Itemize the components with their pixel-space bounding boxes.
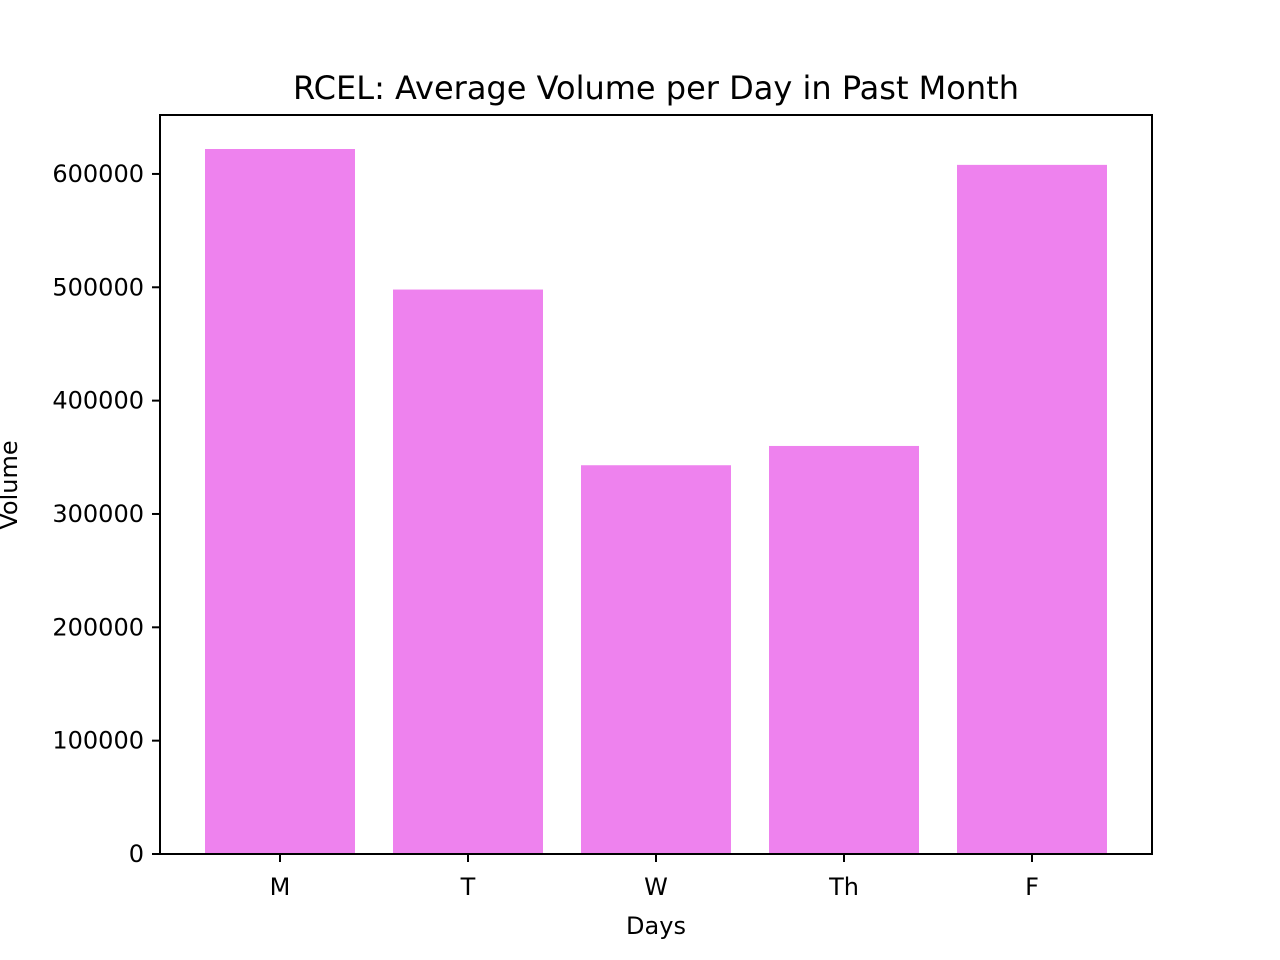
x-axis-label: Days	[626, 912, 686, 940]
bar-th	[769, 445, 919, 854]
y-tick-label: 100000	[52, 727, 144, 755]
y-tick-label: 500000	[52, 273, 144, 301]
x-tick-label: W	[644, 873, 668, 901]
y-tick-label: 0	[129, 840, 144, 868]
x-tick-label: T	[460, 873, 476, 901]
bar-m	[205, 149, 355, 855]
plot-frame	[159, 114, 1153, 855]
y-tick-label: 400000	[52, 387, 144, 415]
x-tick-label: M	[270, 873, 291, 901]
x-axis: M T W Th F	[270, 854, 1039, 901]
y-tick-label: 600000	[52, 160, 144, 188]
y-tick-label: 200000	[52, 613, 144, 641]
chart-title: RCEL: Average Volume per Day in Past Mon…	[293, 69, 1019, 107]
y-axis-label: Volume	[0, 440, 23, 529]
y-tick-label: 300000	[52, 500, 144, 528]
bars-group	[205, 149, 1107, 855]
x-tick-label: F	[1025, 873, 1039, 901]
bar-w	[581, 465, 731, 854]
x-tick-label: Th	[828, 873, 859, 901]
bar-f	[957, 164, 1107, 855]
bar-t	[393, 289, 543, 854]
y-axis: 0 100000 200000 300000 400000 500000 600000	[52, 160, 160, 868]
